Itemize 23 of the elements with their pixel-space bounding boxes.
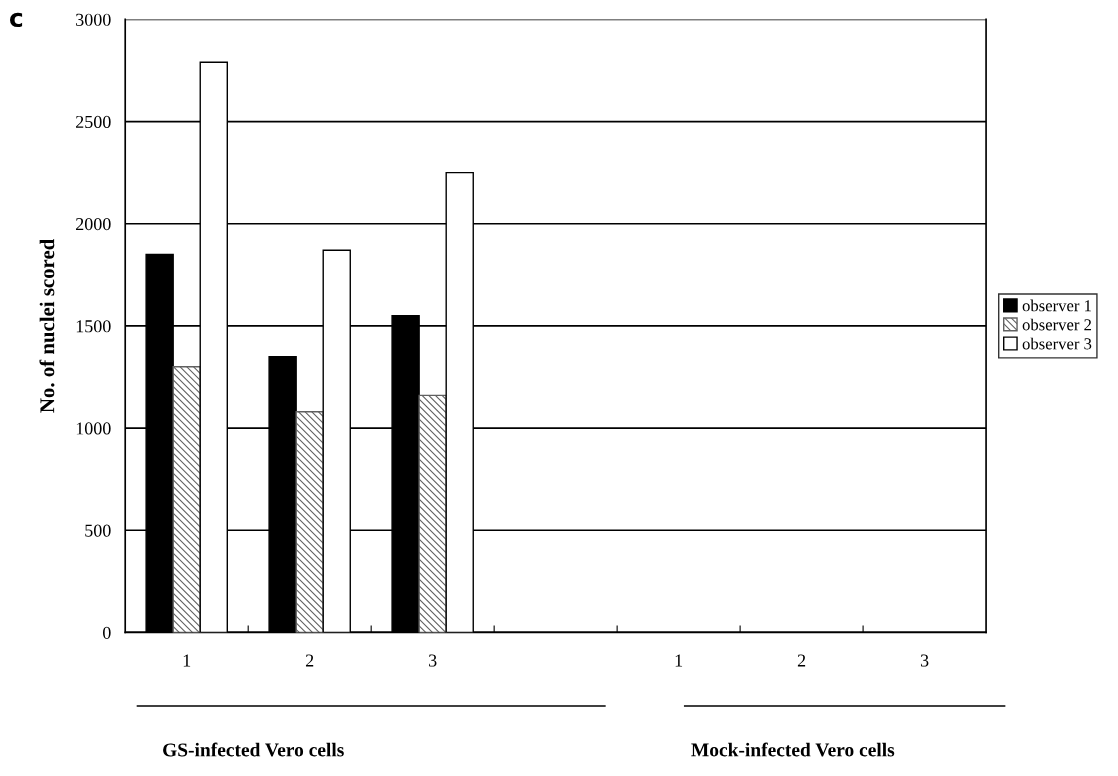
legend-label: observer 1 bbox=[1022, 299, 1091, 312]
bar bbox=[295, 411, 324, 633]
bar bbox=[172, 366, 201, 633]
y-tick-label: 500 bbox=[85, 524, 111, 537]
x-tick-label: 3 bbox=[429, 654, 437, 667]
y-axis-title: No. of nuclei scored bbox=[39, 238, 55, 413]
y-tick-label: 2000 bbox=[76, 218, 111, 231]
legend-label: observer 2 bbox=[1022, 318, 1092, 331]
y-tick-label: 1000 bbox=[76, 422, 111, 435]
x-tick-label: 1 bbox=[183, 654, 191, 667]
x-tick-label: 3 bbox=[920, 654, 929, 667]
text: Mock-infected Vero cells bbox=[691, 742, 895, 757]
x-tick-label: 2 bbox=[305, 654, 314, 667]
y-tick-label: 2500 bbox=[76, 115, 111, 129]
y-tick-label: 0 bbox=[102, 626, 111, 639]
text: c bbox=[10, 12, 23, 28]
x-tick-label: 1 bbox=[675, 654, 683, 667]
legend-label: observer 3 bbox=[1022, 337, 1092, 350]
y-tick-label: 1500 bbox=[76, 320, 111, 333]
text: GS-infected Vero cells bbox=[163, 742, 344, 757]
bar bbox=[418, 394, 447, 633]
y-tick-label: 3000 bbox=[76, 13, 111, 26]
x-tick-label: 2 bbox=[797, 654, 806, 667]
